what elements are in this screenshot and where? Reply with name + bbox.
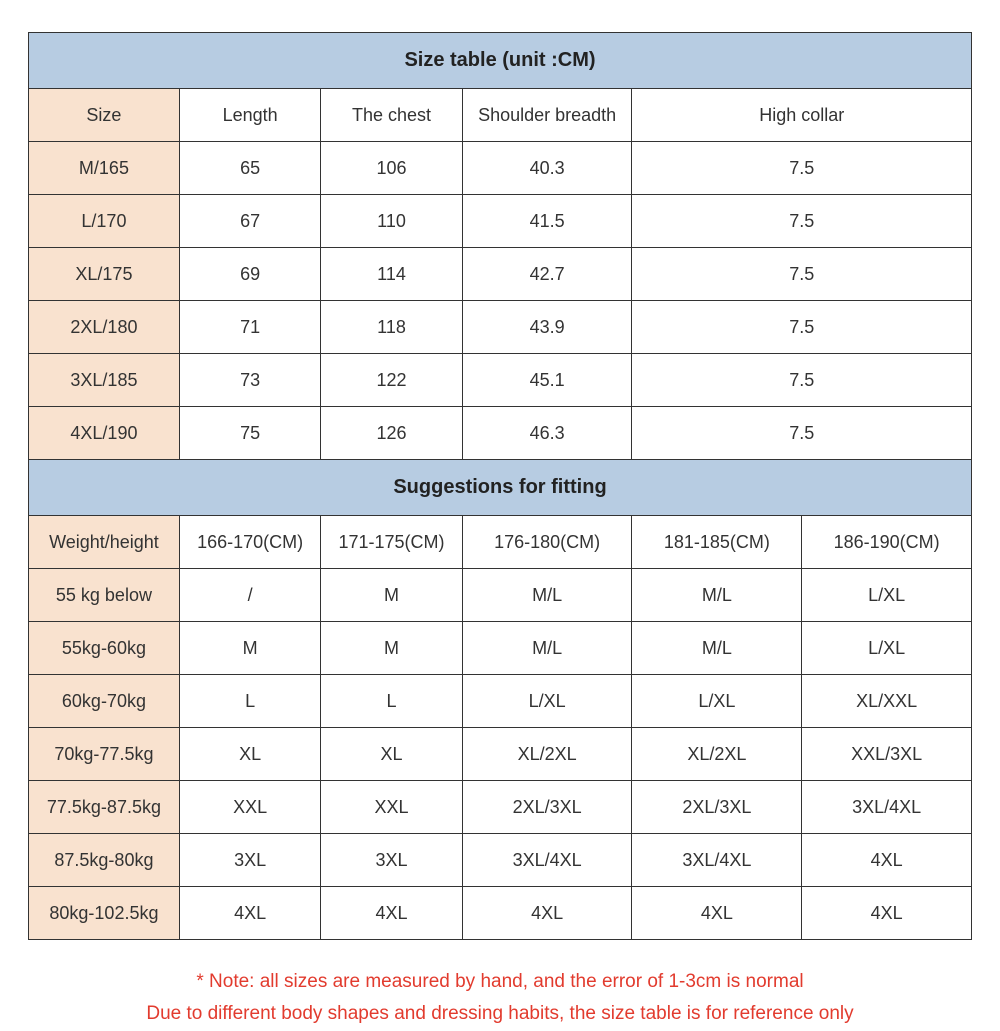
size-row-label: M/165: [29, 142, 180, 195]
size-cell: 71: [179, 301, 320, 354]
fit-row-label: 87.5kg-80kg: [29, 834, 180, 887]
size-cell: 42.7: [462, 248, 632, 301]
size-cell: 69: [179, 248, 320, 301]
fit-cell: 2XL/3XL: [632, 781, 802, 834]
fit-cell: 4XL: [802, 834, 972, 887]
fit-row-label: 60kg-70kg: [29, 675, 180, 728]
fit-col-weight: Weight/height: [29, 516, 180, 569]
fit-cell: XXL: [321, 781, 462, 834]
size-row-label: 4XL/190: [29, 407, 180, 460]
fit-cell: 3XL/4XL: [802, 781, 972, 834]
size-row-label: 2XL/180: [29, 301, 180, 354]
fit-cell: M: [321, 569, 462, 622]
fit-cell: L: [321, 675, 462, 728]
size-cell: 65: [179, 142, 320, 195]
fit-cell: 4XL: [462, 887, 632, 940]
fit-cell: XL/2XL: [462, 728, 632, 781]
size-cell: 46.3: [462, 407, 632, 460]
fit-cell: 3XL/4XL: [462, 834, 632, 887]
fit-cell: XXL/3XL: [802, 728, 972, 781]
size-cell: 106: [321, 142, 462, 195]
fit-cell: 4XL: [179, 887, 320, 940]
fit-cell: M: [179, 622, 320, 675]
fit-cell: XXL: [179, 781, 320, 834]
size-cell: 7.5: [632, 354, 972, 407]
fit-cell: XL/2XL: [632, 728, 802, 781]
size-cell: 110: [321, 195, 462, 248]
size-table-title: Size table (unit :CM): [29, 33, 972, 89]
fit-row-label: 70kg-77.5kg: [29, 728, 180, 781]
footnote: * Note: all sizes are measured by hand, …: [28, 966, 972, 1031]
fit-cell: M/L: [462, 569, 632, 622]
size-row-label: L/170: [29, 195, 180, 248]
size-cell: 122: [321, 354, 462, 407]
fit-cell: 2XL/3XL: [462, 781, 632, 834]
fit-cell: L/XL: [802, 569, 972, 622]
fit-cell: M: [321, 622, 462, 675]
size-cell: 114: [321, 248, 462, 301]
fit-cell: M/L: [632, 569, 802, 622]
fit-cell: L/XL: [632, 675, 802, 728]
fit-col-height: 176-180(CM): [462, 516, 632, 569]
fit-cell: XL: [179, 728, 320, 781]
fit-cell: L/XL: [802, 622, 972, 675]
fit-row-label: 77.5kg-87.5kg: [29, 781, 180, 834]
size-col-shoulder: Shoulder breadth: [462, 89, 632, 142]
size-cell: 7.5: [632, 142, 972, 195]
fit-cell: 3XL/4XL: [632, 834, 802, 887]
size-cell: 126: [321, 407, 462, 460]
size-cell: 75: [179, 407, 320, 460]
fit-cell: M/L: [632, 622, 802, 675]
fit-cell: M/L: [462, 622, 632, 675]
size-col-length: Length: [179, 89, 320, 142]
fit-cell: 4XL: [321, 887, 462, 940]
fit-col-height: 166-170(CM): [179, 516, 320, 569]
size-chart-table: Size table (unit :CM)SizeLengthThe chest…: [28, 32, 972, 940]
fit-cell: 4XL: [632, 887, 802, 940]
fit-cell: 3XL: [179, 834, 320, 887]
fit-cell: XL: [321, 728, 462, 781]
footnote-line1: * Note: all sizes are measured by hand, …: [28, 966, 972, 998]
fit-cell: L/XL: [462, 675, 632, 728]
fit-table-title: Suggestions for fitting: [29, 460, 972, 516]
size-row-label: XL/175: [29, 248, 180, 301]
size-cell: 7.5: [632, 195, 972, 248]
size-cell: 73: [179, 354, 320, 407]
fit-cell: /: [179, 569, 320, 622]
fit-cell: XL/XXL: [802, 675, 972, 728]
size-cell: 7.5: [632, 407, 972, 460]
fit-row-label: 80kg-102.5kg: [29, 887, 180, 940]
fit-col-height: 181-185(CM): [632, 516, 802, 569]
size-cell: 7.5: [632, 301, 972, 354]
fit-row-label: 55kg-60kg: [29, 622, 180, 675]
size-cell: 118: [321, 301, 462, 354]
size-cell: 43.9: [462, 301, 632, 354]
fit-cell: L: [179, 675, 320, 728]
fit-row-label: 55 kg below: [29, 569, 180, 622]
size-col-chest: The chest: [321, 89, 462, 142]
size-cell: 7.5: [632, 248, 972, 301]
size-col-collar: High collar: [632, 89, 972, 142]
size-cell: 40.3: [462, 142, 632, 195]
size-col-size: Size: [29, 89, 180, 142]
size-row-label: 3XL/185: [29, 354, 180, 407]
footnote-line2: Due to different body shapes and dressin…: [28, 998, 972, 1030]
fit-cell: 3XL: [321, 834, 462, 887]
size-cell: 45.1: [462, 354, 632, 407]
size-cell: 41.5: [462, 195, 632, 248]
fit-col-height: 186-190(CM): [802, 516, 972, 569]
size-cell: 67: [179, 195, 320, 248]
fit-cell: 4XL: [802, 887, 972, 940]
fit-col-height: 171-175(CM): [321, 516, 462, 569]
